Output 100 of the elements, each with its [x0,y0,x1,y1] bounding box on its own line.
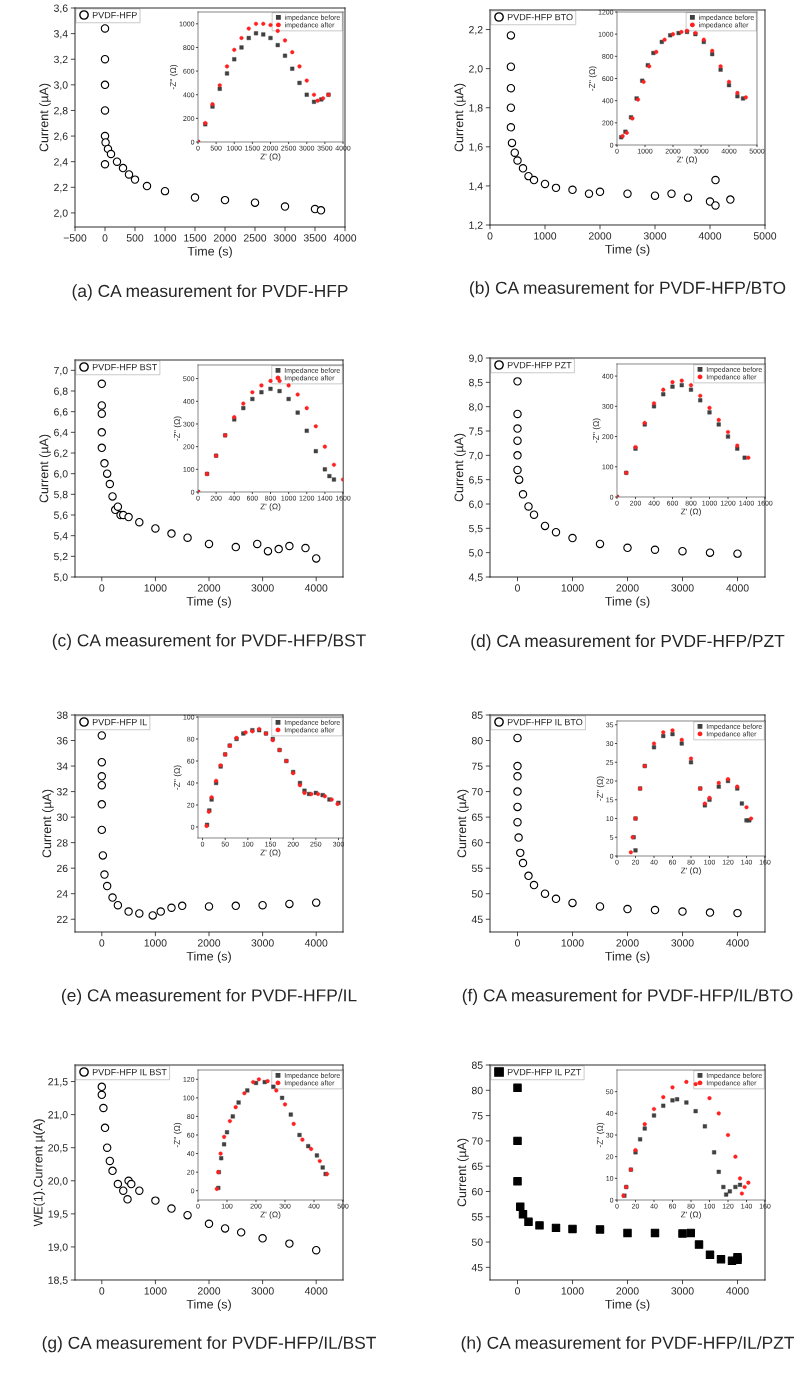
y-tick-label: 1,2 [469,221,483,231]
legend-label: PVDF-HFP [92,11,137,19]
x-tick-label: 1500 [184,234,207,242]
y-tick-label: 8,5 [469,378,483,388]
x-tick-label: 0 [99,584,105,592]
x-axis-title: Time (s) [186,951,231,964]
x-tick-label: 3000 [671,939,694,947]
y-tick-label: 36 [56,737,68,745]
text: (g) CA measurement for PVDF-HFP/IL/BST [42,1336,376,1353]
x-tick-label: 0 [515,939,520,947]
x-tick-label: 0 [99,939,105,947]
y-tick-label: 5,8 [53,490,68,500]
x-tick-label: 2000 [213,234,237,242]
x-tick-label: 0 [99,1287,105,1295]
text: (b) CA measurement for PVDF-HFP/BTO [470,281,786,298]
x-tick-label: 3000 [251,939,274,947]
text: (d) CA measurement for PVDF-HFP/PZT [471,634,785,651]
y-axis-title: Current (µA) [457,1138,469,1207]
x-tick-label: 4000 [304,1287,328,1295]
x-axis-title: Time (s) [605,951,650,964]
y-tick-label: 19,5 [48,1210,68,1219]
y-tick-label: 2,2 [54,183,68,193]
x-axis-title: Z' (Ω) [260,503,281,512]
y-tick-label: 85 [471,1061,483,1069]
x-tick-label: 2000 [616,584,639,592]
y-tick-label: 5,0 [53,573,68,583]
y-tick-label: 5,4 [53,532,68,541]
x-axis-title: Z' (Ω) [260,849,281,858]
y-tick-label: 20,0 [48,1177,68,1186]
y-tick-label: 38 [56,711,68,719]
x-tick-label: 4000 [304,939,328,947]
y-tick-label: 6,8 [54,387,68,397]
x-axis-title: Time (s) [186,596,231,609]
y-tick-label: 28 [56,839,68,847]
y-tick-label: 20,5 [48,1144,68,1153]
x-tick-label: 0 [102,234,108,242]
x-tick-label: 1000 [144,584,167,592]
x-tick-label: 0 [487,232,493,240]
x-tick-label: 4000 [304,584,328,592]
y-axis-title: -Z'' (Ω) [169,64,178,90]
x-tick-label: 500 [126,234,144,242]
x-tick-label: 2000 [197,584,221,592]
x-tick-label: 5000 [753,232,777,240]
x-tick-label: 2000 [197,1287,221,1295]
x-axis-title: Z' (Ω) [680,508,701,517]
y-tick-label: 1,4 [469,182,483,192]
legend-label: PVDF-HFP IL BST [92,1068,167,1076]
y-tick-label: 7,0 [54,366,68,376]
y-axis-title: -Z'' (Ω) [173,416,182,441]
y-tick-label: 21,5 [48,1078,68,1087]
y-tick-label: 6,5 [469,476,483,485]
x-tick-label: 2000 [588,232,612,240]
x-tick-label: 2500 [243,234,267,242]
y-tick-label: 26 [56,864,68,873]
y-tick-label: 4,5 [468,573,483,583]
x-axis-title: Time (s) [187,246,232,259]
y-tick-label: 45 [471,915,483,924]
y-tick-label: 8,0 [469,403,483,412]
y-tick-label: 32 [56,788,68,796]
y-tick-label: 3,4 [53,30,68,39]
x-tick-label: 3500 [303,234,327,242]
y-tick-label: 70 [472,1137,483,1145]
x-tick-label: 0 [515,584,520,592]
y-tick-label: 7,5 [469,427,483,437]
y-tick-label: 80 [471,737,483,745]
y-tick-label: 9,0 [469,354,483,364]
y-tick-label: 50 [471,1238,483,1246]
legend-label: PVDF-HFP PZT [507,361,572,369]
y-tick-label: 6,0 [469,500,483,510]
y-tick-label: 22 [56,915,68,924]
x-axis-title: Z' (Ω) [676,156,697,165]
x-axis-title: Z' (Ω) [680,867,701,876]
y-tick-label: 34 [56,762,68,770]
y-tick-label: 18,5 [48,1276,68,1286]
y-tick-label: 65 [472,1162,483,1171]
y-tick-label: 45 [471,1263,483,1272]
y-tick-label: 6,2 [54,449,68,459]
y-axis-title: Current (µA) [454,83,466,152]
x-tick-label: 3000 [643,232,667,240]
x-tick-label: 4000 [726,939,749,947]
y-tick-label: 60 [472,1187,483,1196]
x-tick-label: 4000 [698,232,722,240]
y-tick-label: 1,8 [469,104,483,113]
y-tick-label: 3,0 [53,81,68,90]
y-tick-label: 21,0 [48,1111,68,1120]
y-tick-label: 5,6 [53,511,68,521]
y-tick-label: 2,2 [469,26,483,35]
y-axis-title: -Z'' (Ω) [596,776,605,801]
y-tick-label: 7,0 [469,451,483,461]
x-tick-label: 1000 [561,1287,584,1295]
x-tick-label: −500 [63,234,87,242]
text: (e) CA measurement for PVDF-HFP/IL [61,988,357,1005]
y-tick-label: 5,0 [468,549,483,558]
y-tick-label: 2,0 [54,209,68,219]
y-tick-label: 30 [56,813,68,821]
y-tick-label: 50 [471,890,483,898]
x-tick-label: 4000 [726,1287,749,1295]
x-tick-label: 3000 [251,584,274,592]
x-axis-title: Z' (Ω) [260,1211,281,1220]
x-axis-title: Time (s) [605,1299,650,1312]
